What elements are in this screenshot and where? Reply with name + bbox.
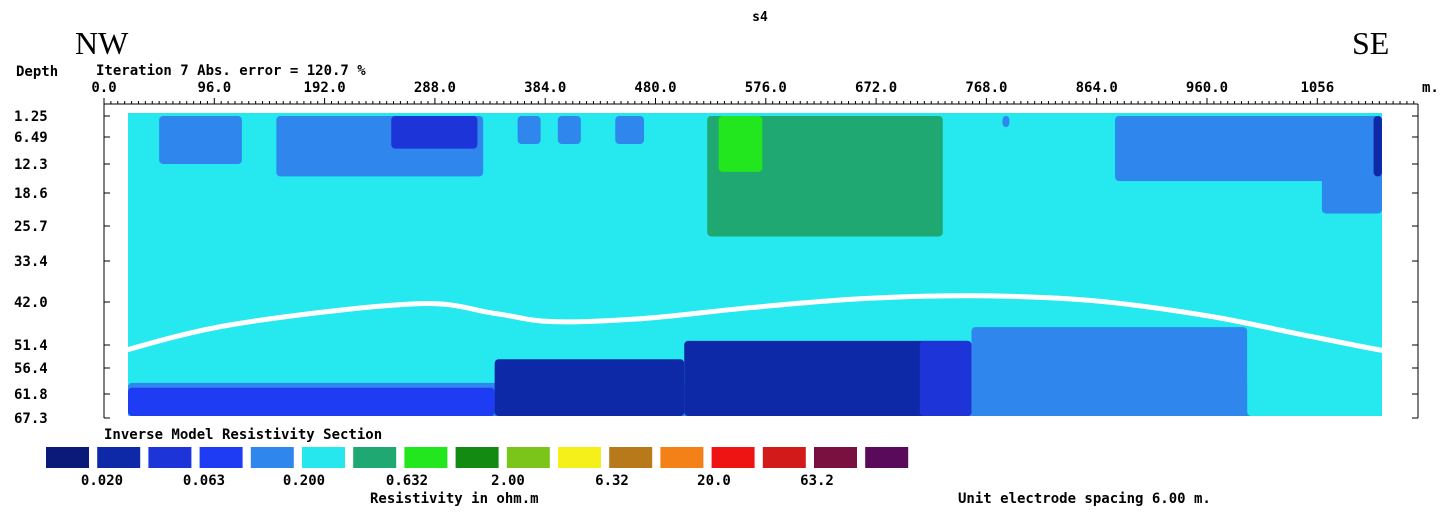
legend-swatch bbox=[762, 447, 806, 468]
interpreted-boundary-line bbox=[107, 293, 1411, 358]
depth-tick-label: 33.4 bbox=[14, 254, 48, 270]
resistivity-region bbox=[159, 116, 242, 164]
resistivity-region bbox=[615, 116, 645, 145]
resistivity-region bbox=[1115, 116, 1357, 182]
depth-tick-label: 25.7 bbox=[14, 219, 48, 235]
legend-swatch bbox=[558, 447, 601, 468]
legend-label: 6.32 bbox=[595, 473, 629, 489]
iteration-text: Iteration 7 Abs. error = 120.7 % bbox=[96, 63, 366, 79]
legend-swatch bbox=[455, 447, 499, 468]
legend-swatch bbox=[97, 447, 141, 468]
resistivity-region bbox=[391, 116, 478, 149]
legend-swatch bbox=[302, 447, 345, 468]
legend-swatch bbox=[660, 447, 704, 468]
x-tick-label: 0.0 bbox=[91, 80, 116, 96]
legend-label: 0.020 bbox=[81, 473, 123, 489]
x-tick-label: 96.0 bbox=[197, 80, 231, 96]
depth-tick-label: 12.3 bbox=[14, 157, 48, 173]
depth-tick-label: 42.0 bbox=[14, 295, 48, 311]
legend-swatch bbox=[46, 447, 89, 468]
x-axis: 0.0 96.0 192.0 288.0 384.0 480.0 576.0 672.0 768… bbox=[91, 80, 1418, 105]
resistivity-region bbox=[1321, 116, 1382, 214]
resistivity-region bbox=[517, 116, 541, 145]
depth-tick-label: 61.8 bbox=[14, 387, 48, 403]
depth-tick-label: 51.4 bbox=[14, 338, 48, 354]
x-tick-label: 192.0 bbox=[304, 80, 346, 96]
x-tick-label: 672.0 bbox=[855, 80, 897, 96]
legend-label: 0.063 bbox=[183, 473, 225, 489]
legend-swatch bbox=[814, 447, 857, 468]
resistivity-region bbox=[1247, 292, 1382, 416]
legend-swatch bbox=[353, 447, 397, 468]
resistivity-region bbox=[718, 116, 763, 172]
legend-swatch bbox=[250, 447, 294, 468]
x-tick-label: 768.0 bbox=[965, 80, 1007, 96]
resistivity-region bbox=[557, 116, 581, 145]
resistivity-region bbox=[684, 340, 972, 416]
x-tick-label: 960.0 bbox=[1186, 80, 1228, 96]
legend-label: 0.200 bbox=[283, 473, 325, 489]
depth-tick-label: 6.49 bbox=[14, 130, 48, 146]
figure-label: s4 bbox=[752, 10, 768, 25]
resistivity-region bbox=[128, 387, 495, 416]
x-tick-label: 288.0 bbox=[414, 80, 456, 96]
legend-swatch bbox=[711, 447, 755, 468]
legend-swatch bbox=[404, 447, 448, 468]
resistivity-section bbox=[107, 113, 1411, 416]
direction-right-label: SE bbox=[1352, 25, 1389, 61]
colorbar-title: Resistivity in ohm.m bbox=[370, 491, 539, 507]
x-tick-label: 1056 bbox=[1300, 80, 1334, 96]
depth-tick-label: 67.3 bbox=[14, 411, 48, 427]
depth-tick-label: 56.4 bbox=[14, 361, 48, 377]
color-legend: 0.020 0.063 0.200 0.632 2.00 6.32 20.0 63.2 bbox=[46, 447, 909, 489]
resistivity-region bbox=[1002, 116, 1010, 128]
legend-label: 2.00 bbox=[491, 473, 525, 489]
legend-swatch bbox=[506, 447, 550, 468]
resistivity-region bbox=[971, 327, 1248, 416]
resistivity-region bbox=[1373, 116, 1382, 177]
legend-swatch bbox=[199, 447, 243, 468]
x-unit-label: m. bbox=[1422, 80, 1439, 96]
x-tick-label: 864.0 bbox=[1076, 80, 1118, 96]
legend-label: 63.2 bbox=[800, 473, 834, 489]
depth-tick-label: 1.25 bbox=[14, 109, 48, 125]
direction-left-label: NW bbox=[75, 25, 129, 61]
resistivity-region bbox=[707, 116, 943, 237]
x-tick-label: 576.0 bbox=[745, 80, 787, 96]
x-tick-label: 384.0 bbox=[524, 80, 566, 96]
legend-label: 20.0 bbox=[697, 473, 731, 489]
electrode-spacing-note: Unit electrode spacing 6.00 m. bbox=[958, 491, 1211, 507]
resistivity-region bbox=[919, 340, 972, 416]
resistivity-region bbox=[494, 359, 685, 416]
section-title: Inverse Model Resistivity Section bbox=[104, 427, 382, 443]
depth-tick-label: 18.6 bbox=[14, 186, 48, 202]
x-tick-label: 480.0 bbox=[634, 80, 676, 96]
depth-axis-label: Depth bbox=[16, 64, 58, 80]
legend-swatch bbox=[148, 447, 192, 468]
legend-swatch bbox=[609, 447, 653, 468]
depth-axis: 1.25 6.49 12.3 18.6 25.7 33.4 42.0 51.4 56.4 61.8… bbox=[14, 104, 1419, 427]
legend-swatch bbox=[865, 447, 909, 468]
legend-label: 0.632 bbox=[386, 473, 428, 489]
